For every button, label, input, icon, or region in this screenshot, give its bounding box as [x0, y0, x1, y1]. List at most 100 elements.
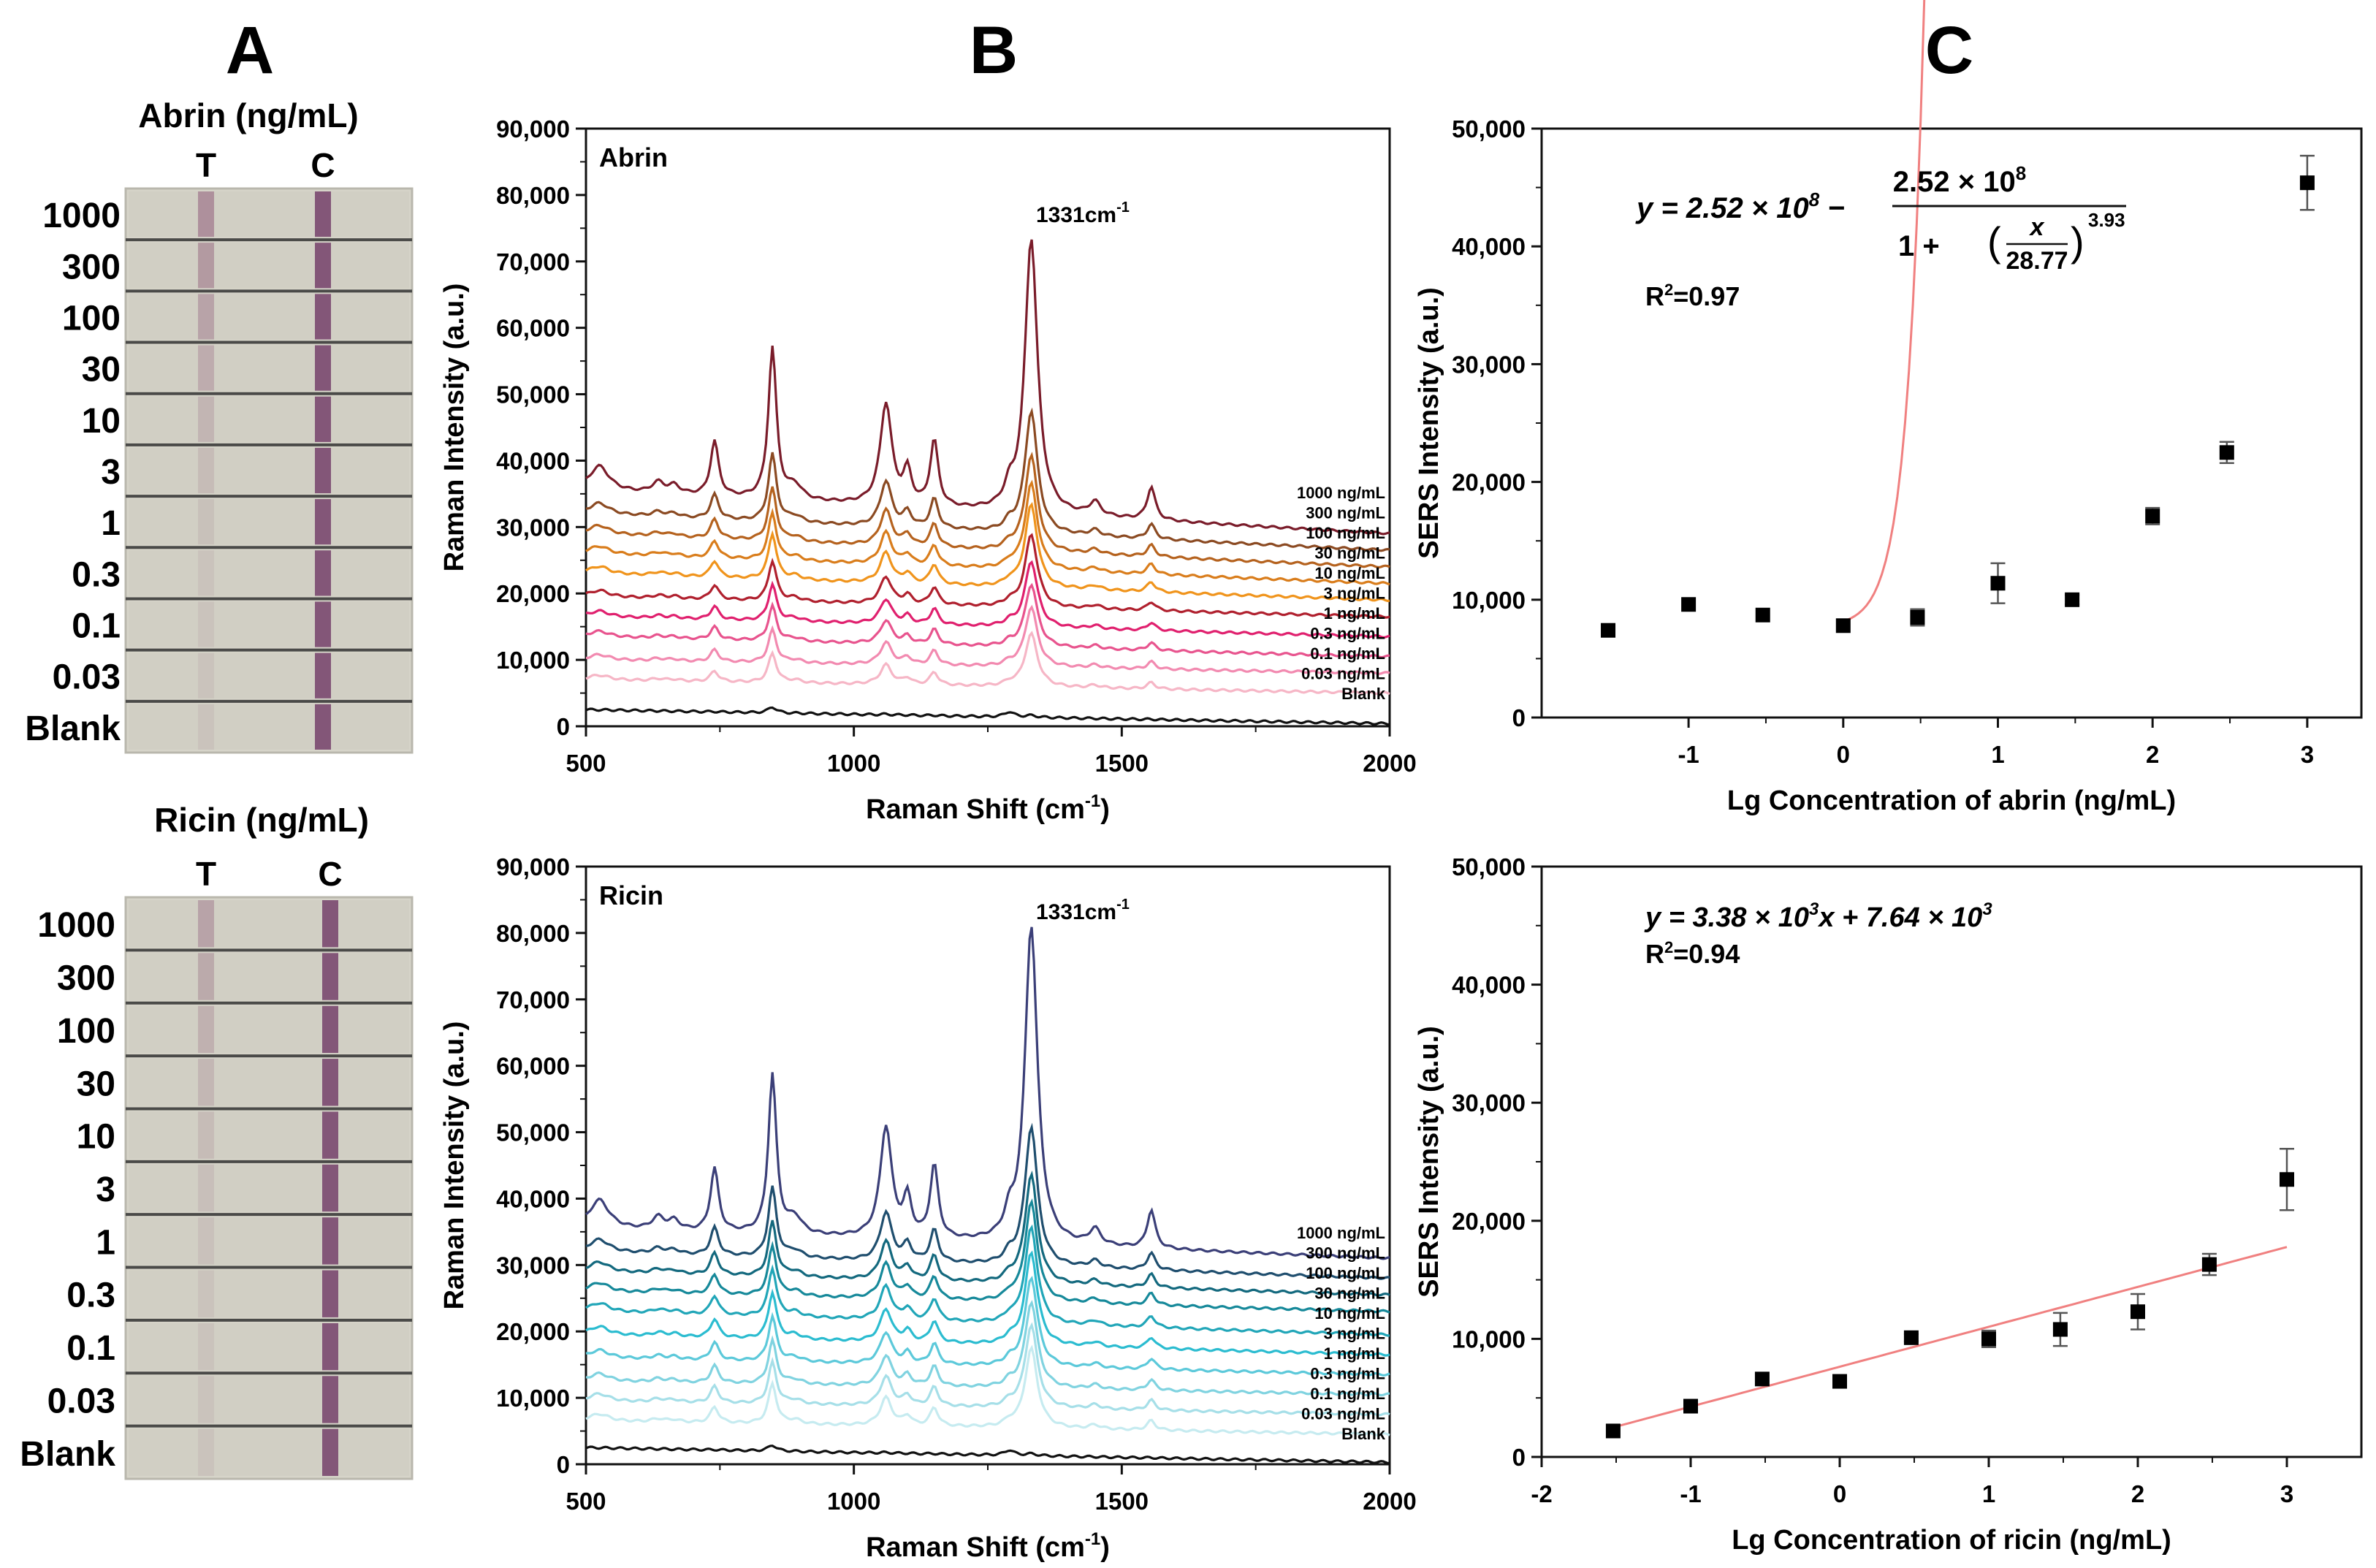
fit-equation-denominator: 1 + — [1898, 230, 1940, 262]
peak-annotation-main: 1331cm — [1036, 203, 1116, 227]
series-label: 0.1 ng/mL — [1310, 1385, 1385, 1403]
t-line — [198, 1164, 214, 1212]
panel-label-a: A — [226, 13, 274, 88]
t-line — [198, 601, 214, 647]
spectrum-line-0-03-ng-ml — [585, 631, 1390, 696]
data-point — [1990, 576, 2006, 591]
chart-title: Ricin — [599, 880, 663, 910]
fit-curve — [1843, 0, 2307, 622]
spectrum-line-1000-ng-ml — [585, 926, 1390, 1260]
t-line — [198, 243, 214, 289]
c-line — [315, 704, 331, 750]
r2-sup: 2 — [1664, 281, 1673, 299]
concentration-label: 300 — [57, 959, 115, 998]
spectrum-line-0-3-ng-ml — [585, 582, 1390, 659]
spectrum-line-30-ng-ml — [585, 479, 1390, 586]
t-line — [198, 294, 214, 340]
t-line — [198, 396, 214, 442]
fit-equation: y = 3.38 × 103x + 7.64 × 103 — [1644, 899, 1992, 933]
x-tick-label: 3 — [2280, 1480, 2293, 1507]
spectrum-line-0-03-ng-ml — [585, 1344, 1390, 1436]
t-line — [198, 191, 214, 237]
eq-den-exp: 3.93 — [2088, 209, 2125, 231]
c-line — [315, 601, 331, 647]
t-line — [198, 345, 214, 391]
t-line — [198, 499, 214, 545]
strip-well — [129, 345, 409, 391]
spectrum-line-300-ng-ml — [586, 407, 1390, 552]
x-tick-label: 2 — [2131, 1480, 2144, 1507]
c-line — [315, 447, 331, 494]
x-axis-label-main: Lg Concentration of abrin (ng/mL) — [1727, 785, 2176, 816]
series-label: 1 ng/mL — [1324, 1344, 1385, 1363]
y-tick-label: 40,000 — [496, 447, 570, 474]
spectrum-line-1000-ng-ml — [585, 239, 1390, 536]
series-label: 0.3 ng/mL — [1310, 1365, 1385, 1383]
eq-num: 2.52 × 10 — [1893, 166, 2016, 198]
y-tick-label: 30,000 — [1452, 1089, 1526, 1116]
spectrum-line-blank — [585, 706, 1390, 726]
peak-annotation: 1331cm-1 — [1036, 199, 1130, 227]
c-line — [315, 191, 331, 237]
c-line — [315, 396, 331, 442]
c-line — [315, 499, 331, 545]
concentration-label: 0.3 — [66, 1276, 115, 1315]
spectrum-line-3-ng-ml — [585, 533, 1390, 619]
strip-well — [129, 1270, 409, 1317]
concentration-label: 1 — [101, 504, 121, 543]
t-line — [198, 704, 214, 750]
strip-well — [129, 1164, 409, 1212]
y-tick-label: 50,000 — [1452, 853, 1526, 880]
series-label: 0.3 ng/mL — [1310, 625, 1385, 643]
y-tick-label: 0 — [1512, 704, 1526, 731]
strip-panel-ricin: Ricin (ng/mL) T C 1000 300 100 30 10 3 1 0.3 0.1 0.0… — [20, 801, 414, 1480]
data-point — [1832, 1374, 1847, 1389]
x-axis-label-main: Raman Shift (cm — [866, 794, 1085, 825]
y-axis-label: Raman Intensity (a.u.) — [439, 283, 470, 572]
data-point — [1681, 597, 1697, 612]
x-axis-label: Lg Concentration of ricin (ng/mL) — [1732, 1525, 2171, 1556]
c-line — [315, 294, 331, 340]
x-tick-label: 1 — [1991, 741, 2004, 768]
t-line — [198, 1111, 214, 1159]
x-axis-label-main: Lg Concentration of ricin (ng/mL) — [1732, 1525, 2171, 1556]
series-label: 0.03 ng/mL — [1301, 665, 1385, 683]
eq-exp1: 3 — [1809, 899, 1819, 919]
x-axis-label: Raman Shift (cm-1) — [866, 1529, 1110, 1563]
t-line-label: T — [196, 855, 216, 893]
r2-value: =0.94 — [1673, 939, 1740, 969]
x-axis-label-end: ) — [1100, 794, 1110, 825]
y-tick-label: 10,000 — [1452, 1325, 1526, 1352]
panel-label-c: C — [1925, 13, 1973, 88]
x-axis-label-main: Raman Shift (cm — [866, 1532, 1085, 1563]
x-tick-label: 1 — [1982, 1480, 1995, 1507]
y-tick-label: 10,000 — [1452, 587, 1526, 614]
y-tick-label: 20,000 — [496, 1318, 570, 1345]
concentration-label: 30 — [82, 351, 121, 389]
strip-well — [129, 396, 409, 442]
t-line — [198, 1322, 214, 1371]
series-label: 0.1 ng/mL — [1310, 644, 1385, 663]
eq-den-one: 1 + — [1898, 230, 1940, 262]
data-point — [2065, 592, 2080, 607]
y-tick-label: 70,000 — [496, 248, 570, 275]
y-tick-label: 10,000 — [496, 1385, 570, 1412]
t-line — [198, 550, 214, 596]
strip-well — [129, 191, 409, 237]
strip-well — [129, 1059, 409, 1106]
y-tick-label: 0 — [557, 1451, 570, 1478]
strip-well — [129, 601, 409, 647]
c-line — [322, 953, 338, 1000]
concentration-label: 30 — [77, 1065, 115, 1103]
plot-frame — [585, 865, 1391, 1466]
concentration-label: 0.03 — [53, 658, 121, 697]
series-label: 1000 ng/mL — [1297, 484, 1385, 502]
series-label: 1 ng/mL — [1324, 604, 1385, 623]
t-line — [198, 1376, 214, 1423]
peak-annotation-main: 1331cm — [1036, 900, 1116, 924]
c-line — [322, 1164, 338, 1212]
x-axis-label-sup: -1 — [1085, 791, 1100, 811]
strip-well — [129, 1111, 409, 1159]
strip-well — [129, 953, 409, 1000]
